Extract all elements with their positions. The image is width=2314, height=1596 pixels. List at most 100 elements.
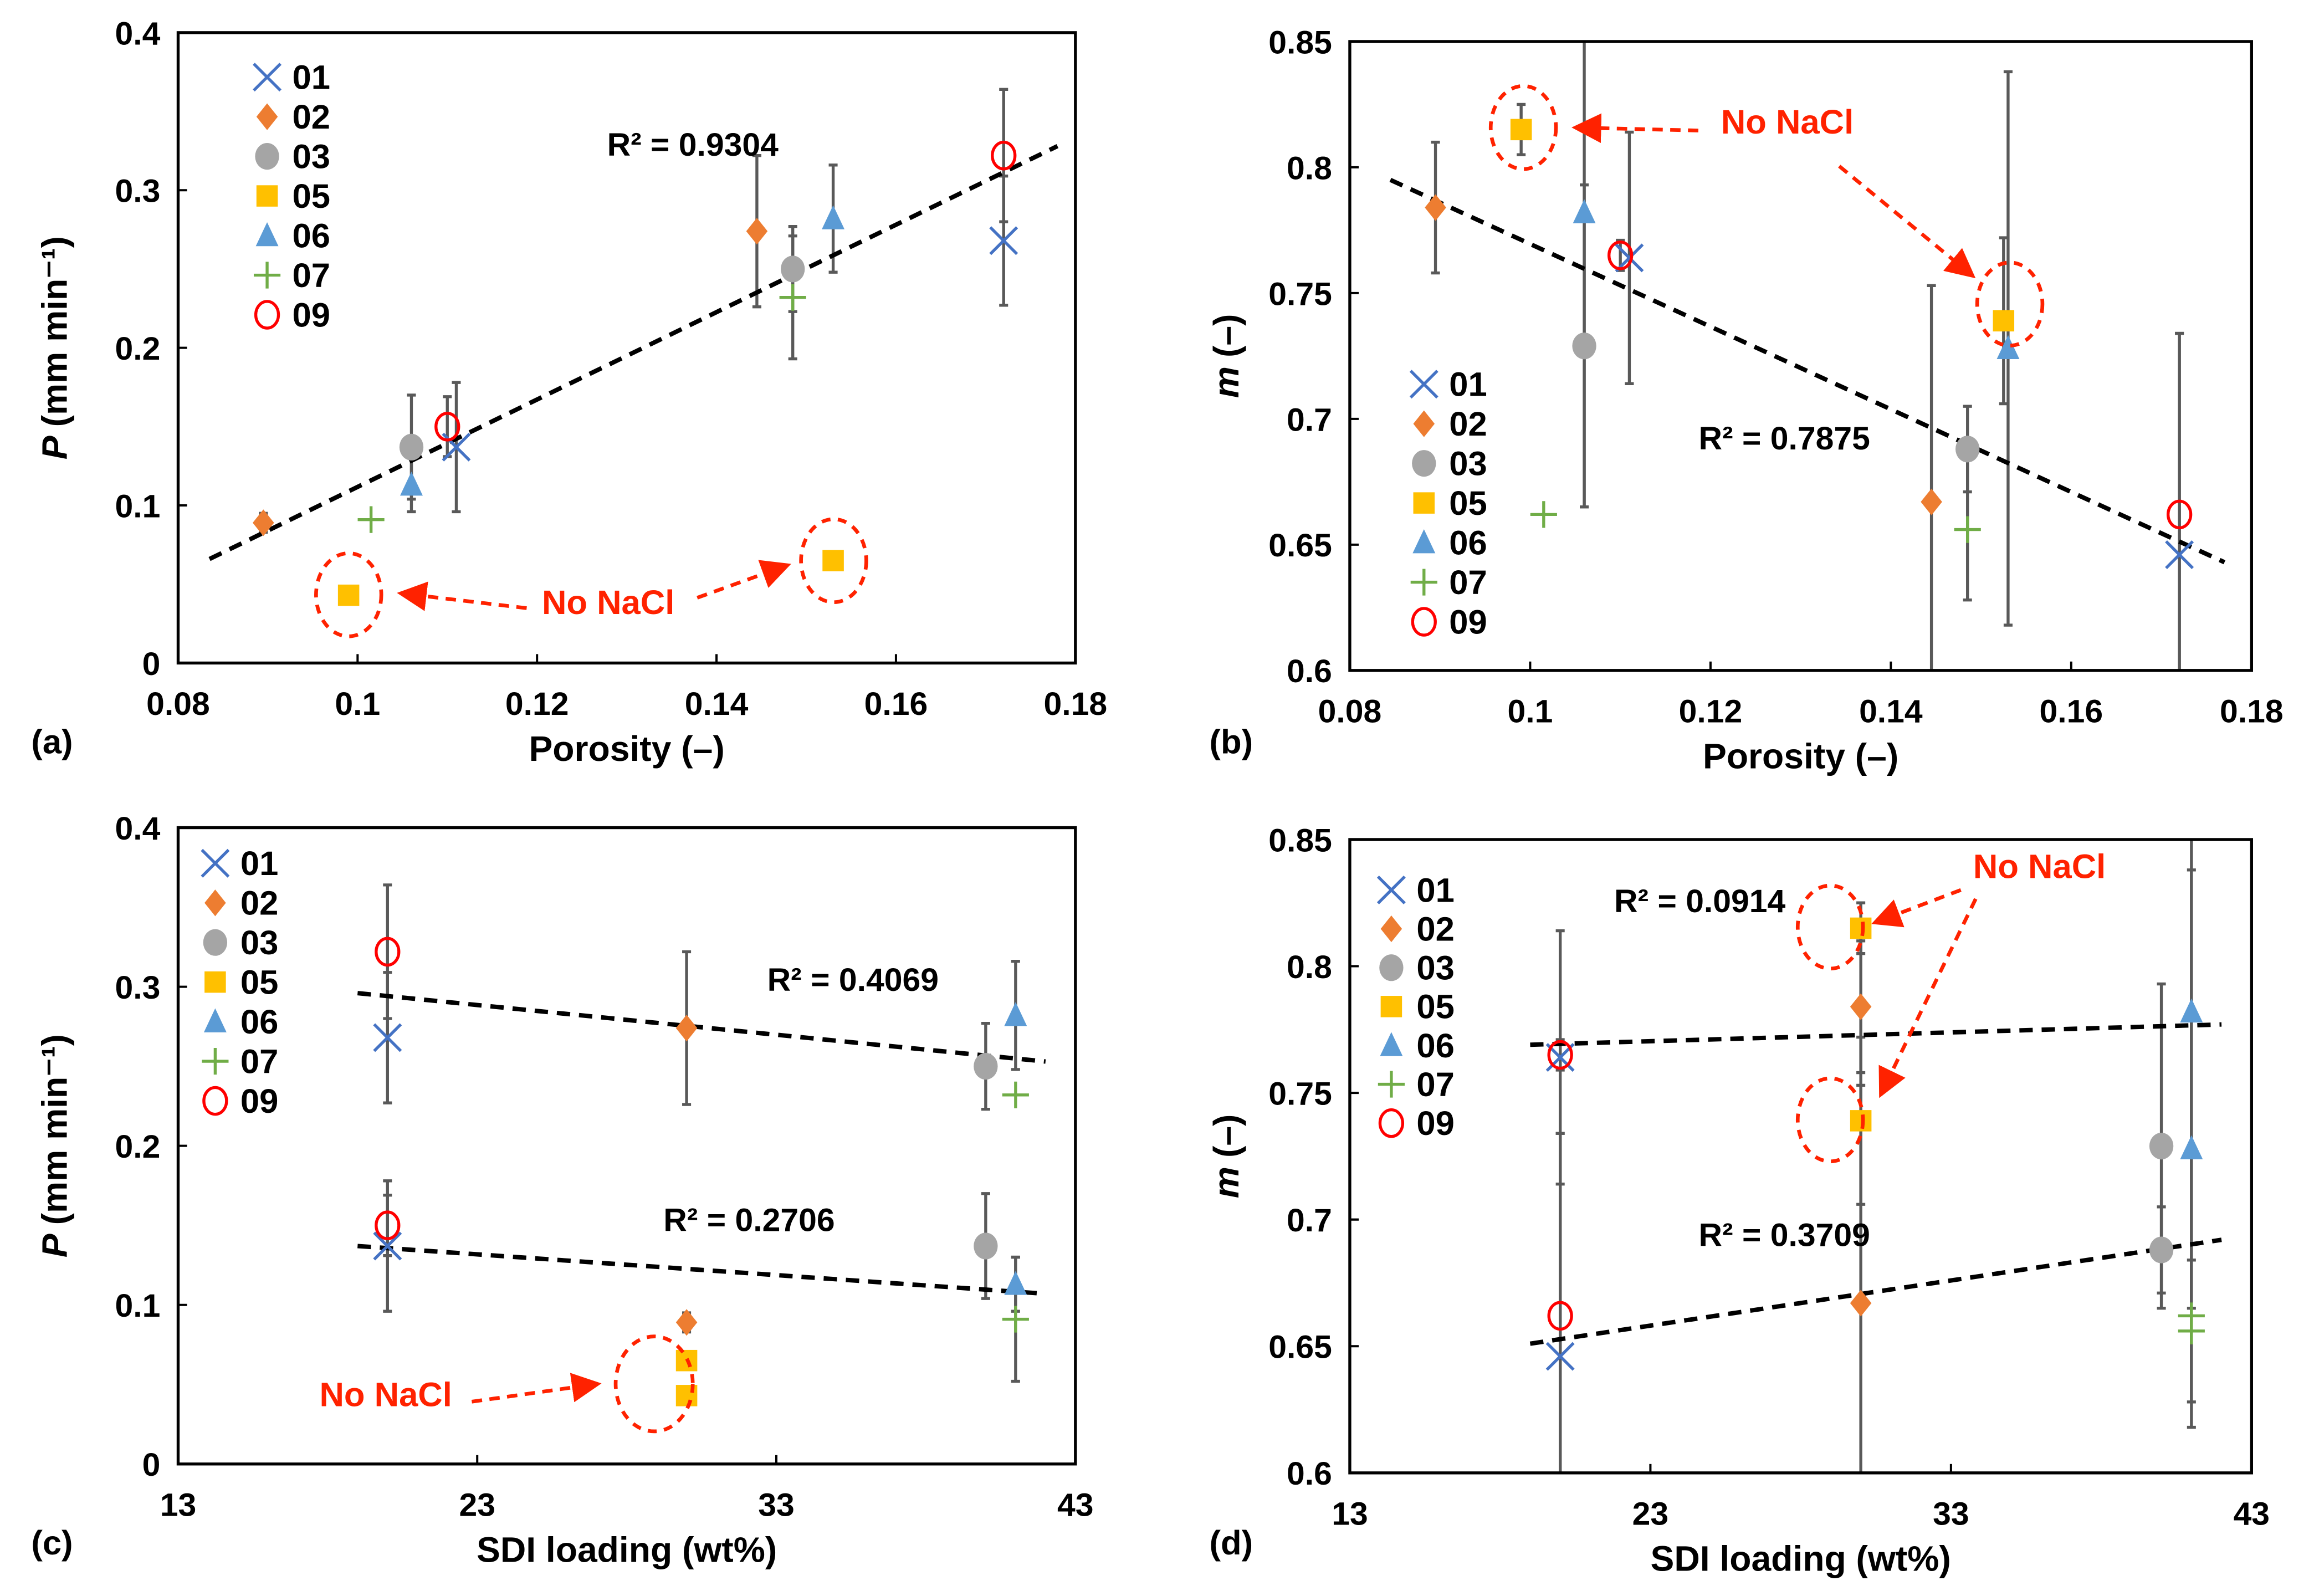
x-tick-label: 0.16 xyxy=(864,686,928,722)
highlight-circle xyxy=(314,551,383,638)
legend-label: 09 xyxy=(1416,1104,1454,1143)
legend-item-06: 06 xyxy=(1412,524,1487,562)
marker-09-open-circle xyxy=(1547,1301,1573,1331)
x-tick-label: 33 xyxy=(758,1487,795,1523)
marker-05-square xyxy=(822,550,844,571)
y-tick-label: 0 xyxy=(142,646,161,682)
y-tick-label: 0.3 xyxy=(115,173,160,209)
marker-02-diamond xyxy=(746,218,768,245)
legend-item-05: 05 xyxy=(204,964,278,1002)
legend-item-02: 02 xyxy=(1413,405,1487,443)
y-tick-label: 0.7 xyxy=(1287,402,1332,438)
x-tick-label: 0.18 xyxy=(2220,693,2284,729)
y-axis-title: m (–) xyxy=(1206,1114,1246,1199)
marker-09-open-circle xyxy=(1378,1108,1405,1138)
marker-02-diamond xyxy=(1850,993,1872,1020)
marker-02-diamond xyxy=(204,889,226,917)
marker-03-circle xyxy=(1955,436,1980,463)
marker-02-diamond xyxy=(675,1015,698,1042)
x-tick-label: 0.08 xyxy=(1318,693,1382,729)
marker-09-open-circle xyxy=(434,412,460,442)
y-tick-label: 0.85 xyxy=(1268,822,1332,858)
plot-frame xyxy=(176,31,1077,665)
annotation-text: No NaCl xyxy=(1721,103,1854,141)
legend-label: 09 xyxy=(1449,603,1487,641)
legend-label: 02 xyxy=(1449,405,1487,443)
trendline xyxy=(208,144,1059,561)
marker-01-x xyxy=(2165,540,2194,569)
legend-label: 01 xyxy=(1416,871,1454,909)
error-bar xyxy=(2175,331,2184,671)
x-tick-label: 0.1 xyxy=(1507,693,1553,729)
legend-label: 03 xyxy=(1449,445,1487,483)
x-tick-label: 0.14 xyxy=(685,686,749,722)
legend-item-03: 03 xyxy=(255,138,330,176)
trendline xyxy=(1530,1022,2222,1047)
marker-03-circle xyxy=(974,1053,998,1080)
y-axis-unit: (–) xyxy=(1206,1114,1246,1158)
marker-07-plus xyxy=(2178,1317,2205,1344)
annotation-arrow xyxy=(697,560,791,600)
y-axis-title: m (–) xyxy=(1206,314,1246,398)
marker-01-x xyxy=(989,226,1018,255)
error-bar xyxy=(999,88,1008,223)
annotation-text: No NaCl xyxy=(1973,848,2106,886)
legend-item-09: 09 xyxy=(1411,603,1487,641)
marker-06-triangle xyxy=(1004,1271,1027,1295)
marker-06-triangle xyxy=(2180,998,2203,1023)
legend-label: 07 xyxy=(1416,1066,1454,1104)
marker-05-square xyxy=(1510,119,1532,141)
legend-item-05: 05 xyxy=(1380,988,1455,1026)
y-tick-label: 0.65 xyxy=(1268,1329,1332,1365)
legend-label: 05 xyxy=(240,964,278,1002)
marker-05-square xyxy=(1993,310,2015,332)
legend-item-07: 07 xyxy=(253,257,330,295)
y-axis-unit: (mm min⁻¹) xyxy=(35,236,75,427)
legend-item-07: 07 xyxy=(1410,564,1487,602)
marker-06-triangle xyxy=(822,205,845,229)
y-tick-label: 0.4 xyxy=(115,811,160,847)
x-tick-label: 33 xyxy=(1933,1496,1969,1532)
r-squared-label: R² = 0.0914 xyxy=(1614,883,1786,919)
x-tick-label: 0.18 xyxy=(1043,686,1107,722)
legend-label: 06 xyxy=(293,217,330,255)
legend-item-06: 06 xyxy=(203,1003,278,1041)
legend-item-09: 09 xyxy=(202,1082,278,1121)
marker-02-diamond xyxy=(1413,410,1435,437)
x-tick-label: 23 xyxy=(459,1487,495,1523)
highlight-circle xyxy=(1795,883,1865,971)
plot-frame xyxy=(1348,838,2253,1475)
marker-02-diamond xyxy=(1921,488,1942,515)
legend-item-02: 02 xyxy=(1380,910,1455,948)
x-axis-title: SDI loading (wt%) xyxy=(1651,1538,1951,1578)
x-axis-title: Porosity (–) xyxy=(1703,736,1898,776)
marker-07-plus xyxy=(253,262,281,289)
marker-02-diamond xyxy=(1425,194,1446,221)
highlight-circle xyxy=(1975,260,2045,347)
legend-item-07: 07 xyxy=(202,1043,278,1081)
annotation-text: No NaCl xyxy=(542,584,674,622)
marker-03-circle xyxy=(781,255,805,283)
marker-06-triangle xyxy=(255,222,279,247)
legend-label: 07 xyxy=(293,257,330,295)
legend-label: 09 xyxy=(240,1082,278,1121)
marker-06-triangle xyxy=(1412,529,1436,554)
legend-item-03: 03 xyxy=(203,924,278,962)
r-squared-label: R² = 0.7875 xyxy=(1699,421,1870,457)
x-tick-label: 0.12 xyxy=(1679,693,1743,729)
y-tick-label: 0.75 xyxy=(1268,1076,1332,1112)
legend-label: 02 xyxy=(240,884,278,923)
legend-label: 06 xyxy=(1416,1027,1454,1065)
x-tick-label: 0.08 xyxy=(146,686,210,722)
x-tick-label: 0.1 xyxy=(335,686,380,722)
marker-03-circle xyxy=(203,929,228,956)
x-axis-title: Porosity (–) xyxy=(529,729,724,769)
legend-item-02: 02 xyxy=(204,884,278,923)
x-tick-label: 0.14 xyxy=(1859,693,1923,729)
legend-item-09: 09 xyxy=(1378,1104,1455,1143)
legend-item-06: 06 xyxy=(1380,1027,1455,1065)
marker-07-plus xyxy=(1954,516,1981,543)
